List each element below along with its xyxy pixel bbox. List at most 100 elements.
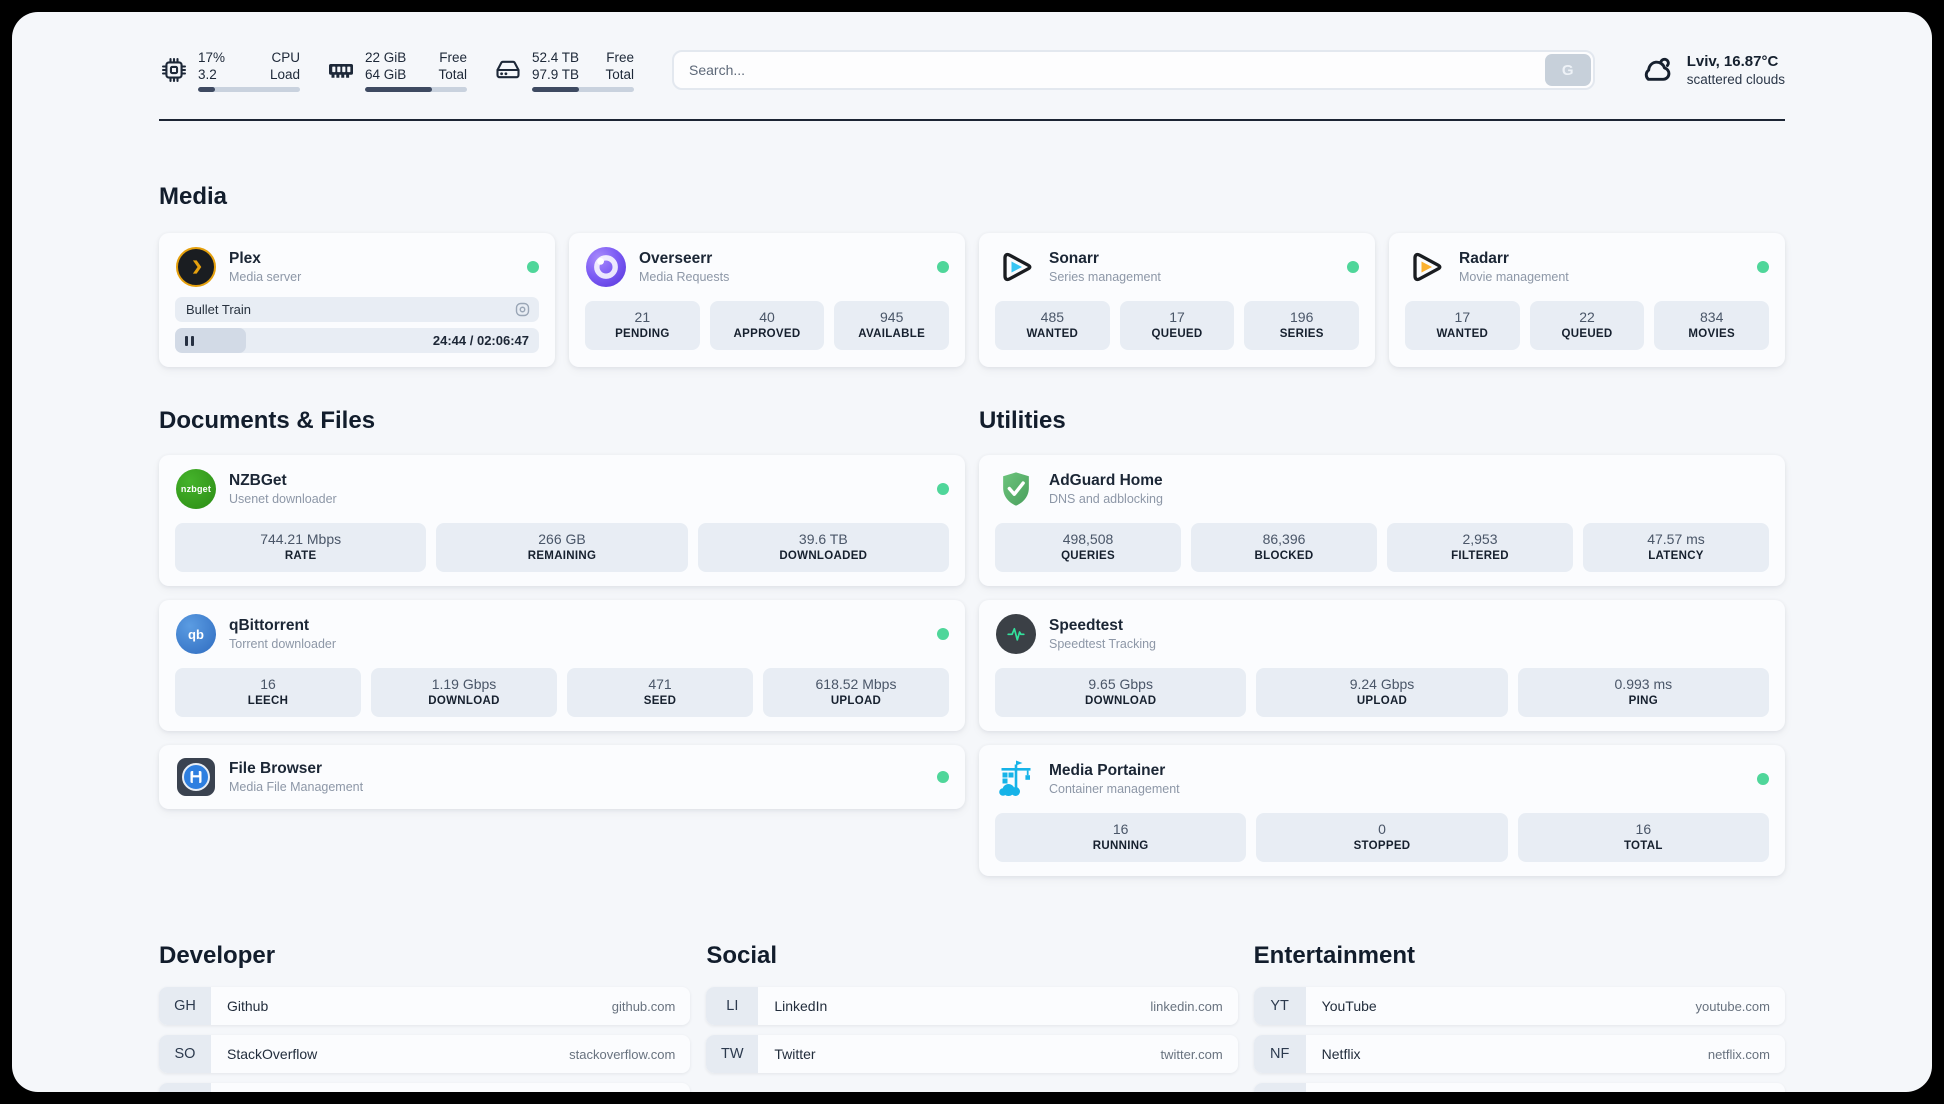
- memory-free-value: 22 GiB: [365, 49, 407, 65]
- status-dot: [937, 261, 949, 273]
- cpu-usage-value: 17%: [198, 49, 226, 65]
- stat-tile-wanted: 17 WANTED: [1405, 301, 1520, 350]
- portainer-icon: [995, 758, 1037, 800]
- app-card-sonarr[interactable]: Sonarr Series management 485 WANTED 17 Q…: [979, 233, 1375, 367]
- stat-tile-queued: 17 QUEUED: [1119, 301, 1235, 350]
- bookmark-youtube[interactable]: YT YouTube youtube.com: [1253, 987, 1785, 1025]
- cpu-load-value: 3.2: [198, 66, 217, 82]
- bookmark-linkedin[interactable]: LI LinkedIn linkedin.com: [706, 987, 1238, 1025]
- nzbget-icon: nzbget: [175, 468, 217, 510]
- bookmark-url: github.com: [611, 998, 676, 1014]
- bookmark-group-developer: Developer GH Github github.com SO StackO…: [159, 942, 691, 1092]
- weather-widget: Lviv, 16.87°C scattered clouds: [1637, 51, 1785, 90]
- bookmark-url: linkedin.com: [1150, 998, 1223, 1014]
- cpu-label: CPU: [271, 49, 300, 65]
- bookmark-dev[interactable]: DT DEV dev.to: [159, 1083, 691, 1092]
- app-card-portainer[interactable]: Media Portainer Container management 16 …: [979, 745, 1785, 876]
- bookmark-github[interactable]: GH Github github.com: [159, 987, 691, 1025]
- disk-free-value: 52.4 TB: [532, 49, 580, 65]
- overseerr-icon: [585, 246, 627, 288]
- stat-tile-filtered: 2,953 FILTERED: [1387, 523, 1573, 572]
- stat-tile-download: 1.19 Gbps DOWNLOAD: [371, 668, 557, 717]
- app-name: NZBGet: [229, 471, 287, 489]
- adguard-icon: [995, 468, 1037, 510]
- app-card-overseerr[interactable]: Overseerr Media Requests 21 PENDING 40 A…: [569, 233, 965, 367]
- status-dot: [527, 261, 539, 273]
- bookmark-reddit[interactable]: RE Reddit reddit.com: [1253, 1083, 1785, 1092]
- app-card-speedtest[interactable]: Speedtest Speedtest Tracking 9.65 Gbps D…: [979, 600, 1785, 731]
- stat-tile-downloaded: 39.6 TB DOWNLOADED: [697, 523, 949, 572]
- app-name: Media Portainer: [1049, 761, 1166, 779]
- app-description: Usenet downloader: [229, 491, 337, 506]
- disk-total-value: 97.9 TB: [532, 66, 580, 82]
- bookmark-url: stackoverflow.com: [569, 1046, 676, 1062]
- app-name: Plex: [229, 249, 261, 267]
- stat-tile-series: 196 SERIES: [1244, 301, 1360, 350]
- bookmark-url: netflix.com: [1707, 1046, 1770, 1062]
- app-description: DNS and adblocking: [1049, 491, 1163, 506]
- cloud-icon: [1637, 51, 1675, 90]
- app-card-adguard[interactable]: AdGuard Home DNS and adblocking 498,508 …: [979, 455, 1785, 586]
- section-title-media: Media: [159, 183, 228, 210]
- stat-tile-remaining: 266 GB REMAINING: [436, 523, 688, 572]
- app-card-plex[interactable]: Plex Media server Bullet Train: [159, 233, 555, 367]
- app-description: Torrent downloader: [229, 636, 337, 651]
- pause-icon: [185, 335, 194, 346]
- bookmark-url: twitter.com: [1160, 1046, 1223, 1062]
- app-name: Radarr: [1459, 249, 1509, 267]
- section-title-developer: Developer: [159, 942, 276, 969]
- now-playing-title: Bullet Train: [186, 302, 252, 317]
- app-name: AdGuard Home: [1049, 471, 1163, 489]
- app-card-filebrowser[interactable]: File Browser Media File Management: [159, 745, 965, 809]
- bookmark-url: youtube.com: [1695, 998, 1770, 1014]
- bookmark-netflix[interactable]: NF Netflix netflix.com: [1253, 1035, 1785, 1073]
- cpu-load-label: Load: [269, 66, 300, 82]
- weather-location-temp: Lviv, 16.87°C: [1686, 52, 1779, 70]
- search-engine-button[interactable]: G: [1544, 54, 1591, 86]
- section-utilities: Utilities: [979, 407, 1785, 876]
- app-card-radarr[interactable]: Radarr Movie management 17 WANTED 22 QUE…: [1389, 233, 1785, 367]
- memory-progress-fill: [365, 86, 433, 92]
- stat-tile-total: 16 TOTAL: [1517, 813, 1769, 862]
- stat-tile-available: 945 AVAILABLE: [834, 301, 950, 350]
- disk-widget: 52.4 TB 97.9 TB Free Total: [493, 49, 634, 92]
- memory-total-label: Total: [438, 66, 467, 82]
- app-name: Sonarr: [1049, 249, 1099, 267]
- bookmark-abbr: GH: [159, 987, 211, 1025]
- filebrowser-icon: [175, 756, 217, 798]
- app-card-qbittorrent[interactable]: qb qBittorrent Torrent downloader 16 LEE…: [159, 600, 965, 731]
- stat-tile-ping: 0.993 ms PING: [1517, 668, 1769, 717]
- now-playing-view-button[interactable]: [515, 302, 530, 317]
- bookmark-name: YouTube: [1321, 998, 1377, 1014]
- app-card-nzbget[interactable]: nzbget NZBGet Usenet downloader 744.21 M…: [159, 455, 965, 586]
- stat-tile-stopped: 0 STOPPED: [1256, 813, 1508, 862]
- status-dot: [937, 628, 949, 640]
- stat-tile-upload: 618.52 Mbps UPLOAD: [763, 668, 949, 717]
- section-title-entertainment: Entertainment: [1253, 942, 1416, 969]
- bookmark-abbr: NF: [1253, 1035, 1306, 1073]
- playback-progress-bar: 24:44 / 02:06:47: [175, 328, 539, 353]
- app-description: Speedtest Tracking: [1049, 636, 1157, 651]
- bookmark-group-entertainment: Entertainment YT YouTube youtube.com NF …: [1253, 942, 1785, 1092]
- disk-free-label: Free: [606, 49, 634, 65]
- weather-condition: scattered clouds: [1686, 71, 1785, 87]
- disk-total-label: Total: [605, 66, 634, 82]
- status-dot: [1757, 261, 1769, 273]
- app-description: Movie management: [1459, 269, 1569, 284]
- bookmark-stackoverflow[interactable]: SO StackOverflow stackoverflow.com: [159, 1035, 691, 1073]
- app-name: qBittorrent: [229, 616, 310, 634]
- stat-tile-leech: 16 LEECH: [175, 668, 361, 717]
- bookmark-abbr: TW: [706, 1035, 759, 1073]
- stat-tile-upload: 9.24 Gbps UPLOAD: [1256, 668, 1508, 717]
- bookmark-name: LinkedIn: [774, 998, 828, 1014]
- top-bar: 17% 3.2 CPU Load: [159, 46, 1785, 94]
- stat-tile-approved: 40 APPROVED: [709, 301, 825, 350]
- section-title-documents: Documents & Files: [159, 407, 376, 434]
- disk-progress-track: [532, 86, 634, 92]
- search-input[interactable]: [672, 50, 1595, 90]
- disk-progress-fill: [532, 86, 579, 92]
- now-playing-row: Bullet Train: [175, 297, 539, 322]
- status-dot: [937, 483, 949, 495]
- status-dot: [1347, 261, 1359, 273]
- bookmark-twitter[interactable]: TW Twitter twitter.com: [706, 1035, 1238, 1073]
